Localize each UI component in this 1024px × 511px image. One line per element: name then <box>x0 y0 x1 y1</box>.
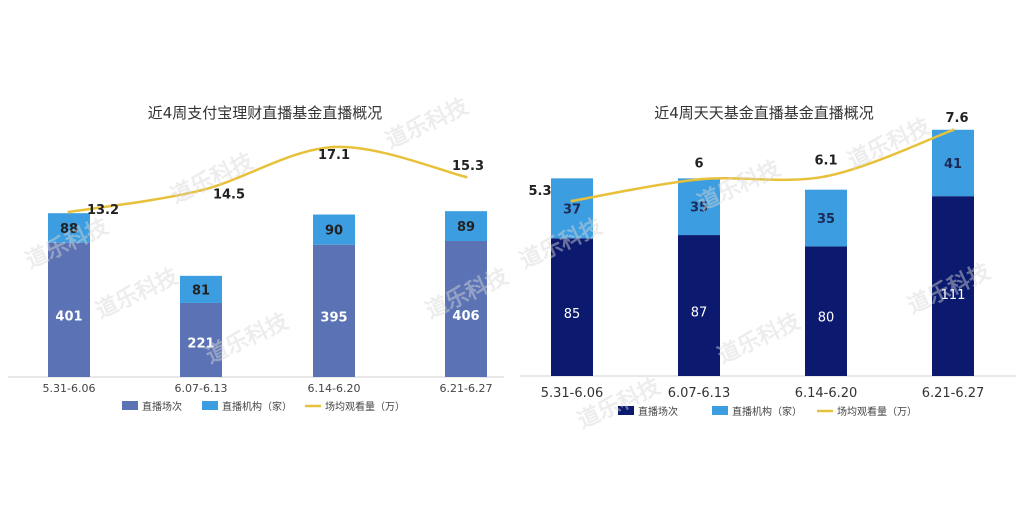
legend-swatch-bar <box>202 401 218 410</box>
line-avg-views <box>571 128 954 203</box>
x-tick-label: 6.07-6.13 <box>175 382 228 395</box>
data-label-institutions: 37 <box>563 202 581 217</box>
bar-live-sessions <box>932 196 974 376</box>
data-label-live-sessions: 401 <box>55 310 82 325</box>
line-point-avg-views <box>464 175 468 179</box>
line-point-avg-views <box>951 128 955 132</box>
bar-institutions <box>48 213 90 243</box>
chart-alipay-svg: 近4周支付宝理财直播基金直播概况 401 88 5.31-6.06 221 81 6.07… <box>8 93 512 413</box>
x-tick-label: 5.31-6.06 <box>43 382 96 395</box>
bar-institutions <box>805 189 847 247</box>
data-label-avg-views: 13.2 <box>87 203 119 218</box>
bar-live-sessions <box>805 246 847 376</box>
legend-swatch-bar <box>618 406 634 415</box>
bar-institutions <box>678 178 720 236</box>
line-avg-views <box>68 145 467 214</box>
data-label-institutions: 90 <box>325 224 343 239</box>
bar-live-sessions <box>180 302 222 377</box>
data-label-avg-views: 5.3 <box>528 184 551 199</box>
data-label-institutions: 89 <box>457 220 475 235</box>
legend-swatch-bar <box>712 406 728 415</box>
line-point-avg-views <box>824 174 828 178</box>
chart-tiantian-svg: 近4周天天基金直播基金直播概况 85 37 5.31-6.06 87 35 6.07-6.… <box>516 104 1016 434</box>
data-label-avg-views: 14.5 <box>213 187 245 202</box>
bar-institutions <box>313 214 355 245</box>
line-point-avg-views <box>332 145 336 149</box>
chart-tiantian: 近4周天天基金直播基金直播概况 85 37 5.31-6.06 87 35 6.07-6.… <box>512 0 1024 511</box>
legend-label: 直播机构（家） <box>732 405 802 418</box>
data-label-avg-views: 6 <box>694 156 703 171</box>
chart-alipay: 近4周支付宝理财直播基金直播概况 401 88 5.31-6.06 221 81 6.07… <box>8 93 512 413</box>
data-label-live-sessions: 85 <box>564 307 581 322</box>
data-label-avg-views: 15.3 <box>452 159 484 174</box>
watermark-text: 道乐科技 <box>714 308 806 369</box>
legend-label: 直播场次 <box>638 405 678 418</box>
chart-title: 近4周支付宝理财直播基金直播概况 <box>148 104 383 122</box>
x-tick-label: 6.14-6.20 <box>308 382 361 395</box>
data-label-avg-views: 17.1 <box>318 148 350 163</box>
bar-institutions <box>445 211 487 241</box>
data-label-institutions: 88 <box>60 222 78 237</box>
line-point-avg-views <box>697 177 701 181</box>
legend-label: 直播机构（家） <box>222 400 292 413</box>
legend-label: 直播场次 <box>142 400 182 413</box>
bar-live-sessions <box>551 238 593 376</box>
legend-swatch-bar <box>122 401 138 410</box>
x-tick-label: 6.14-6.20 <box>795 386 858 401</box>
bar-institutions <box>932 129 974 197</box>
data-label-avg-views: 7.6 <box>945 111 968 126</box>
bar-live-sessions <box>678 235 720 376</box>
data-label-institutions: 35 <box>817 212 835 227</box>
bar-live-sessions <box>48 242 90 377</box>
watermark-text: 道乐科技 <box>382 93 474 154</box>
data-label-institutions: 81 <box>192 283 210 298</box>
x-tick-label: 6.21-6.27 <box>440 382 493 395</box>
data-label-live-sessions: 87 <box>691 306 708 321</box>
bar-institutions <box>180 275 222 303</box>
data-label-live-sessions: 111 <box>941 288 966 303</box>
line-point-avg-views <box>67 210 71 214</box>
chart-title: 近4周天天基金直播基金直播概况 <box>654 104 874 122</box>
data-label-live-sessions: 406 <box>452 309 479 324</box>
watermark-text: 道乐科技 <box>92 263 184 324</box>
data-label-live-sessions: 221 <box>187 337 214 352</box>
data-label-institutions: 35 <box>690 201 708 216</box>
bar-live-sessions <box>445 240 487 377</box>
x-tick-label: 5.31-6.06 <box>541 386 604 401</box>
data-label-institutions: 41 <box>944 157 962 172</box>
bar-live-sessions <box>313 244 355 377</box>
legend-label: 场均观看量（万） <box>837 405 917 418</box>
x-tick-label: 6.21-6.27 <box>922 386 985 401</box>
data-label-avg-views: 6.1 <box>814 153 837 168</box>
data-label-live-sessions: 395 <box>320 310 347 325</box>
bar-institutions <box>551 178 593 239</box>
legend-label: 场均观看量（万） <box>325 400 405 413</box>
data-label-live-sessions: 80 <box>818 311 835 326</box>
x-tick-label: 6.07-6.13 <box>668 386 731 401</box>
line-point-avg-views <box>199 188 203 192</box>
watermark-text: 道乐科技 <box>574 373 666 434</box>
line-point-avg-views <box>570 199 574 203</box>
